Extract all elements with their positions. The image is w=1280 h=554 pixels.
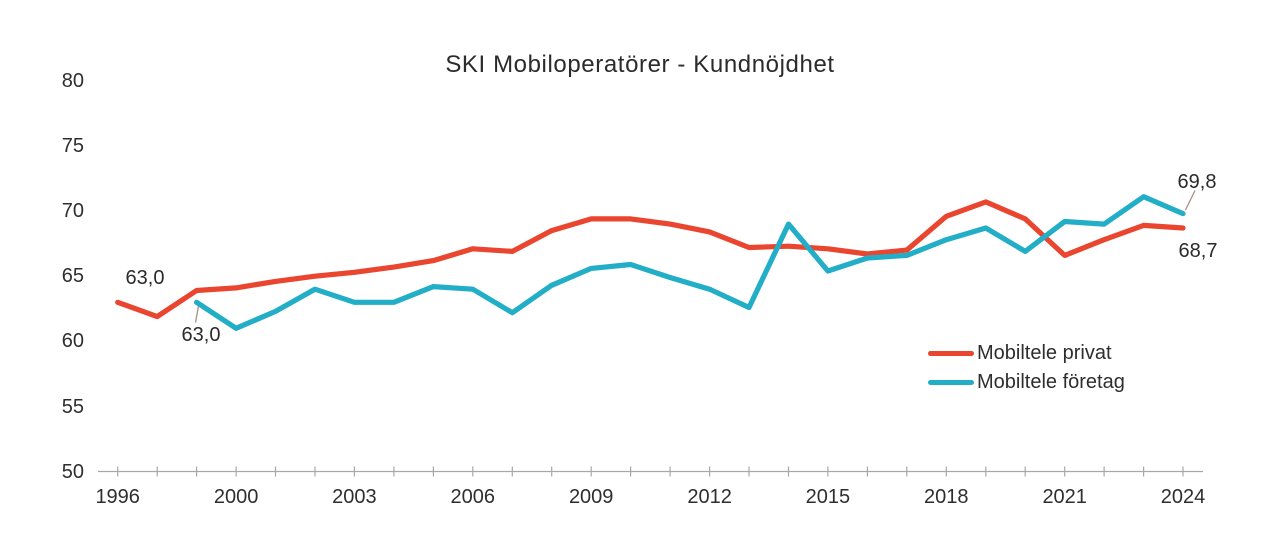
x-axis-label: 2021 (1042, 486, 1087, 508)
y-axis-label: 80 (61, 69, 84, 92)
legend: Mobiltele privat Mobiltele företag (928, 341, 1125, 395)
y-axis-label: 55 (61, 395, 84, 418)
legend-line-swatch-icon (928, 380, 974, 385)
x-axis-label: 2006 (450, 486, 496, 508)
y-axis-label: 50 (61, 460, 84, 483)
legend-item: Mobiltele företag (928, 370, 1125, 395)
series-line-foretag (194, 194, 1186, 331)
x-axis-label: 2015 (805, 486, 851, 508)
x-axis-label: 2003 (332, 486, 377, 508)
y-axis-label: 60 (61, 330, 84, 353)
label-leader-line (194, 305, 200, 323)
x-axis-label: 2018 (924, 486, 969, 508)
series-line-privat (115, 199, 1186, 320)
y-axis-label: 65 (61, 265, 84, 288)
x-axis-label: 2009 (568, 486, 614, 508)
legend-label: Mobiltele företag (977, 371, 1125, 393)
legend-line-swatch-icon (928, 351, 974, 356)
x-axis-label: 2000 (213, 486, 259, 508)
point-label: 63,0 (181, 324, 221, 346)
label-leader-line (1184, 190, 1196, 211)
chart-title: SKI Mobiloperatörer - Kundnöjdhet (445, 51, 835, 78)
point-label: 68,7 (1178, 240, 1218, 262)
x-axis-label: 2024 (1160, 486, 1206, 508)
x-axis-label: 2012 (687, 486, 732, 508)
point-label: 63,0 (125, 267, 165, 289)
x-axis-label: 1996 (95, 486, 140, 508)
point-label: 69,8 (1177, 171, 1217, 193)
legend-item: Mobiltele privat (928, 341, 1125, 366)
y-axis-label: 70 (61, 200, 84, 222)
y-axis-label: 75 (61, 134, 84, 157)
legend-label: Mobiltele privat (977, 342, 1112, 364)
